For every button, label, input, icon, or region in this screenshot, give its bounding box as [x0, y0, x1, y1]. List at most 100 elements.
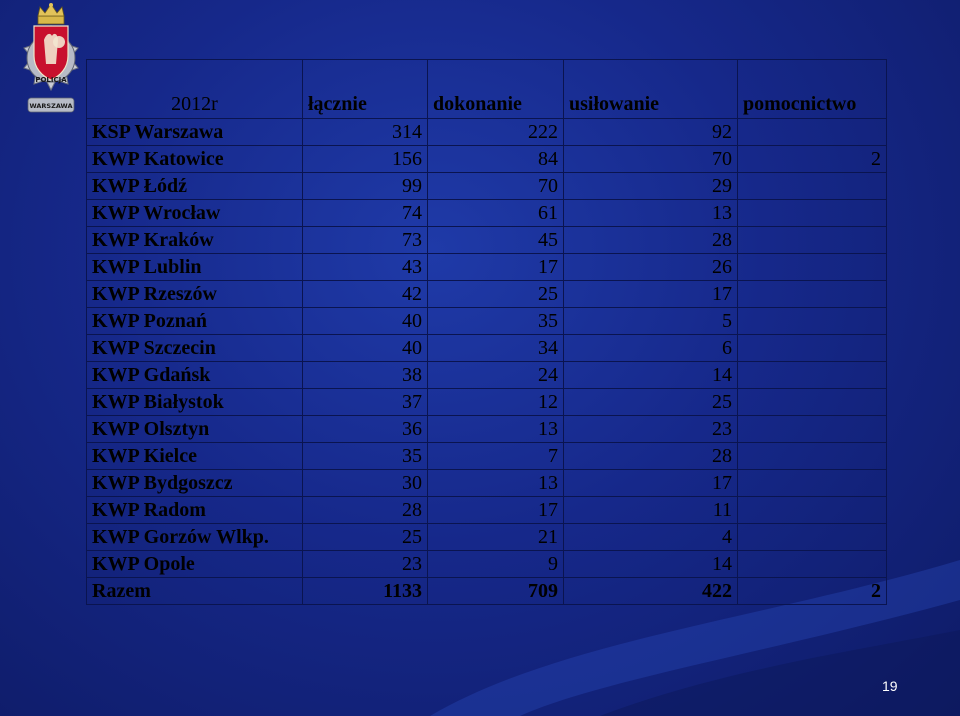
- row-attempt: 28: [563, 442, 738, 470]
- row-done: 70: [427, 172, 564, 200]
- table-total-row: Razem 1133 709 422 2: [86, 577, 887, 605]
- table-header-row: 2012r łącznie dokonanie usiłowanie pomoc…: [86, 59, 887, 119]
- row-name: KWP Gdańsk: [86, 361, 303, 389]
- row-aid: [737, 280, 887, 308]
- table-row: KWP Łódź 99 70 29: [86, 172, 887, 200]
- row-aid: [737, 172, 887, 200]
- row-total: 35: [302, 442, 428, 470]
- row-aid: [737, 388, 887, 416]
- table-row: KWP Rzeszów 42 25 17: [86, 280, 887, 308]
- row-attempt: 17: [563, 280, 738, 308]
- row-done: 24: [427, 361, 564, 389]
- row-aid: 2: [737, 145, 887, 173]
- row-aid: [737, 523, 887, 551]
- row-done: 34: [427, 334, 564, 362]
- table-row: KWP Opole 23 9 14: [86, 550, 887, 578]
- total-row-attempt: 422: [563, 577, 738, 605]
- row-done: 17: [427, 253, 564, 281]
- row-attempt: 11: [563, 496, 738, 524]
- row-attempt: 13: [563, 199, 738, 227]
- row-attempt: 4: [563, 523, 738, 551]
- row-name: KWP Lublin: [86, 253, 303, 281]
- table-row: KWP Gorzów Wlkp. 25 21 4: [86, 523, 887, 551]
- table-row: KWP Radom 28 17 11: [86, 496, 887, 524]
- row-total: 156: [302, 145, 428, 173]
- row-attempt: 14: [563, 361, 738, 389]
- row-done: 25: [427, 280, 564, 308]
- row-attempt: 14: [563, 550, 738, 578]
- row-done: 13: [427, 469, 564, 497]
- row-attempt: 5: [563, 307, 738, 335]
- table-row: KWP Poznań 40 35 5: [86, 307, 887, 335]
- header-done: dokonanie: [427, 59, 564, 119]
- statistics-table: 2012r łącznie dokonanie usiłowanie pomoc…: [86, 59, 887, 605]
- row-aid: [737, 253, 887, 281]
- svg-text:WARSZAWA: WARSZAWA: [30, 102, 73, 110]
- row-aid: [737, 550, 887, 578]
- row-name: KWP Poznań: [86, 307, 303, 335]
- table-row: KWP Bydgoszcz 30 13 17: [86, 469, 887, 497]
- row-total: 37: [302, 388, 428, 416]
- row-aid: [737, 415, 887, 443]
- row-aid: [737, 199, 887, 227]
- row-total: 38: [302, 361, 428, 389]
- row-total: 23: [302, 550, 428, 578]
- row-name: KWP Opole: [86, 550, 303, 578]
- table-row: KWP Wrocław 74 61 13: [86, 199, 887, 227]
- row-attempt: 92: [563, 118, 738, 146]
- table-row: KSP Warszawa 314 222 92: [86, 118, 887, 146]
- row-aid: [737, 361, 887, 389]
- row-done: 61: [427, 199, 564, 227]
- row-aid: [737, 442, 887, 470]
- row-done: 9: [427, 550, 564, 578]
- row-attempt: 28: [563, 226, 738, 254]
- row-attempt: 17: [563, 469, 738, 497]
- row-done: 13: [427, 415, 564, 443]
- row-total: 28: [302, 496, 428, 524]
- row-name: KWP Katowice: [86, 145, 303, 173]
- row-aid: [737, 118, 887, 146]
- row-total: 43: [302, 253, 428, 281]
- row-total: 30: [302, 469, 428, 497]
- row-total: 40: [302, 307, 428, 335]
- total-row-aid: 2: [737, 577, 887, 605]
- row-name: KWP Białystok: [86, 388, 303, 416]
- total-row-name: Razem: [86, 577, 303, 605]
- row-aid: [737, 469, 887, 497]
- total-row-total: 1133: [302, 577, 428, 605]
- row-attempt: 6: [563, 334, 738, 362]
- row-name: KWP Kraków: [86, 226, 303, 254]
- table-row: KWP Kielce 35 7 28: [86, 442, 887, 470]
- crown-icon: [37, 3, 65, 25]
- page-number: 19: [882, 678, 898, 694]
- table-row: KWP Kraków 73 45 28: [86, 226, 887, 254]
- header-total: łącznie: [302, 59, 428, 119]
- row-name: KWP Kielce: [86, 442, 303, 470]
- row-total: 99: [302, 172, 428, 200]
- row-done: 35: [427, 307, 564, 335]
- row-aid: [737, 307, 887, 335]
- table-row: KWP Szczecin 40 34 6: [86, 334, 887, 362]
- row-done: 12: [427, 388, 564, 416]
- row-attempt: 23: [563, 415, 738, 443]
- row-total: 25: [302, 523, 428, 551]
- row-done: 17: [427, 496, 564, 524]
- row-name: KWP Łódź: [86, 172, 303, 200]
- row-name: KWP Szczecin: [86, 334, 303, 362]
- row-done: 222: [427, 118, 564, 146]
- row-total: 73: [302, 226, 428, 254]
- row-attempt: 29: [563, 172, 738, 200]
- header-attempt: usiłowanie: [563, 59, 738, 119]
- row-done: 21: [427, 523, 564, 551]
- police-warsaw-logo: POLICJA WARSZAWA: [23, 3, 79, 113]
- row-total: 314: [302, 118, 428, 146]
- header-aid: pomocnictwo: [737, 59, 887, 119]
- row-done: 84: [427, 145, 564, 173]
- row-total: 74: [302, 199, 428, 227]
- row-total: 42: [302, 280, 428, 308]
- row-attempt: 25: [563, 388, 738, 416]
- row-name: KWP Bydgoszcz: [86, 469, 303, 497]
- row-done: 45: [427, 226, 564, 254]
- row-done: 7: [427, 442, 564, 470]
